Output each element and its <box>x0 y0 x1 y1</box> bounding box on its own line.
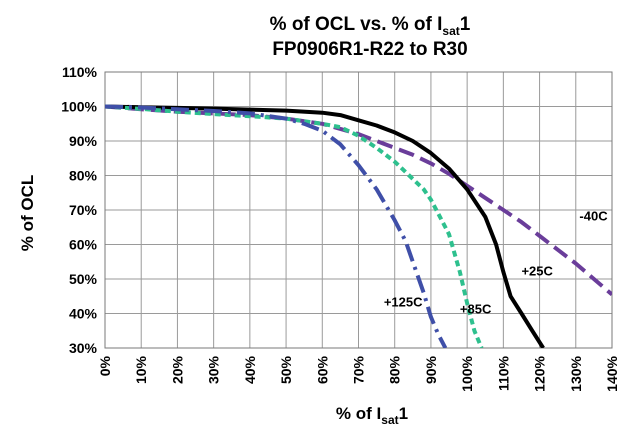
series-line-85c <box>105 104 484 348</box>
series-line-25c <box>105 104 545 348</box>
chart-title-end: 1 <box>460 14 471 35</box>
y-tick-label: 80% <box>69 168 98 184</box>
y-tick-label: 60% <box>69 237 98 253</box>
y-tick-label: 50% <box>69 271 98 287</box>
x-tick-labels: 0% 10% 20% 30% 40% 50% 60% 70% 80% 90% 100% 110% 120… <box>97 355 620 391</box>
x-tick-label: 10% <box>133 355 149 384</box>
series-lines <box>105 104 612 348</box>
x-tick-label: 80% <box>387 355 403 384</box>
series-labels: -40C +25C +85C +125C <box>384 208 608 316</box>
x-tick-label: 120% <box>532 355 548 391</box>
y-tick-label: 70% <box>69 202 98 218</box>
x-tick-label: 0% <box>97 355 113 376</box>
series-label: +25C <box>521 264 553 279</box>
series-label: -40C <box>579 208 608 223</box>
series-label: +125C <box>384 295 423 310</box>
y-tick-labels: 30% 40% 50% 60% 70% 80% 90% 100% 110% <box>61 64 97 356</box>
x-tick-label: 40% <box>242 355 258 384</box>
chart-title-line2: FP0906R1-R22 to R30 <box>272 39 467 60</box>
series-line-40c <box>105 104 612 297</box>
series-label: +85C <box>460 302 492 317</box>
x-tick-label: 130% <box>568 355 584 391</box>
series-line-125c <box>105 104 448 348</box>
x-tick-label: 110% <box>495 355 511 391</box>
x-axis-title-main: % of I <box>336 404 381 423</box>
x-tick-label: 70% <box>351 355 367 384</box>
x-axis-title: % of Isat1 <box>336 404 408 427</box>
plot-frame <box>104 71 613 349</box>
x-tick-label: 100% <box>459 355 475 391</box>
y-tick-label: 40% <box>69 306 98 322</box>
x-tick-label: 140% <box>604 355 620 391</box>
chart-title-subscript: sat <box>442 24 459 38</box>
x-tick-label: 50% <box>278 355 294 384</box>
x-axis-title-end: 1 <box>399 404 408 423</box>
y-axis-title: % of OCL <box>18 175 37 252</box>
chart-title-line1: % of OCL vs. % of Isat1 <box>270 14 471 38</box>
x-tick-label: 60% <box>314 355 330 384</box>
x-axis-title-subscript: sat <box>381 413 398 427</box>
y-tick-label: 30% <box>69 340 98 356</box>
x-tick-label: 90% <box>423 355 439 384</box>
x-tick-label: 20% <box>169 355 185 384</box>
x-tick-label: 30% <box>206 355 222 384</box>
y-tick-label: 90% <box>69 133 98 149</box>
y-tick-label: 110% <box>62 64 98 80</box>
y-tick-label: 100% <box>61 99 97 115</box>
chart-title-main: % of OCL vs. % of I <box>270 14 443 35</box>
